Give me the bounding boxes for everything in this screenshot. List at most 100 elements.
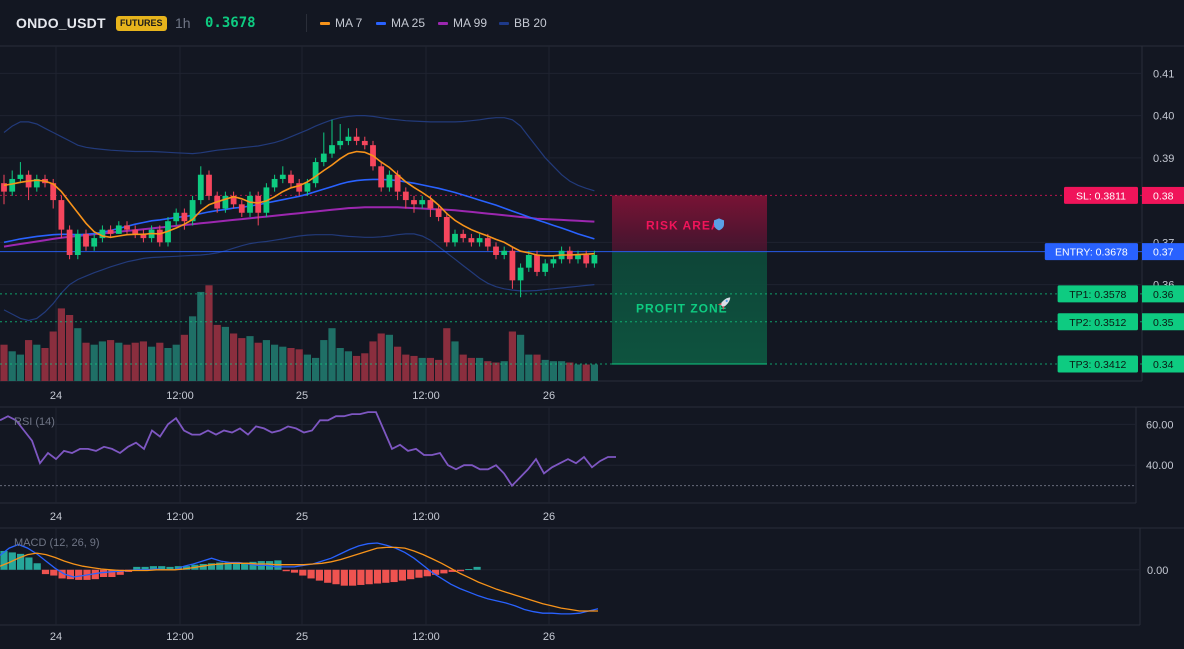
- level-tag-tp2[interactable]: TP2: 0.3512 0.35: [1057, 313, 1184, 331]
- candle-body[interactable]: [279, 174, 286, 179]
- level-tag-sl[interactable]: SL: 0.3811 0.38: [1064, 186, 1184, 204]
- main-time-axis[interactable]: 24 12:00 25 12:00 26: [50, 390, 555, 402]
- candle-body[interactable]: [345, 136, 352, 141]
- candle-body[interactable]: [304, 183, 311, 192]
- volume-bar: [312, 357, 320, 381]
- candle-body[interactable]: [99, 229, 106, 239]
- macd-hist-bar: [75, 569, 83, 580]
- timeframe-label[interactable]: 1h: [175, 15, 191, 31]
- candle-body[interactable]: [575, 255, 581, 260]
- candle-body[interactable]: [337, 140, 344, 146]
- candle-body[interactable]: [17, 174, 24, 179]
- candle-body[interactable]: [296, 183, 303, 192]
- candle-body[interactable]: [74, 233, 81, 256]
- candle-body[interactable]: [361, 140, 368, 146]
- time-tick-label: 12:00: [412, 631, 440, 643]
- candle-body[interactable]: [91, 238, 98, 247]
- candle-body[interactable]: [124, 225, 130, 230]
- candle-body[interactable]: [525, 255, 532, 268]
- macd-hist-bar: [448, 569, 456, 572]
- volume-bar: [8, 351, 16, 381]
- candle-body[interactable]: [329, 145, 335, 154]
- candle-body[interactable]: [255, 195, 262, 213]
- level-tag-tp1[interactable]: TP1: 0.3578 0.36: [1057, 285, 1184, 303]
- candle-body[interactable]: [443, 216, 450, 243]
- macd-time-axis[interactable]: 24 12:00 25 12:00 26: [50, 631, 555, 643]
- candle-body[interactable]: [115, 225, 122, 234]
- candle-body[interactable]: [509, 250, 516, 281]
- macd-hist-bar: [349, 569, 357, 586]
- legend-bb20[interactable]: BB 20: [499, 16, 547, 30]
- level-tag-label: ENTRY: 0.3678: [1055, 247, 1128, 259]
- candle-body[interactable]: [583, 255, 590, 264]
- candle-body[interactable]: [468, 238, 475, 243]
- candle-body[interactable]: [1, 183, 7, 192]
- candle-body[interactable]: [312, 162, 319, 184]
- candle-body[interactable]: [189, 200, 196, 222]
- candle-body[interactable]: [50, 183, 57, 201]
- macd-hist-bar: [108, 569, 116, 577]
- candle-body[interactable]: [534, 255, 540, 272]
- candle-body[interactable]: [181, 212, 188, 222]
- macd-hist-bar: [340, 569, 348, 586]
- candle-body[interactable]: [378, 166, 385, 188]
- main-pane[interactable]: [0, 46, 1142, 381]
- candle-body[interactable]: [247, 195, 253, 213]
- candle-body[interactable]: [132, 229, 139, 234]
- candle-body[interactable]: [140, 233, 147, 239]
- candle-body[interactable]: [493, 246, 499, 256]
- candle-body[interactable]: [66, 229, 73, 256]
- candle-body[interactable]: [107, 229, 114, 234]
- candle-body[interactable]: [9, 178, 16, 192]
- legend-ma7[interactable]: MA 7: [320, 16, 362, 30]
- candle-body[interactable]: [206, 174, 212, 196]
- candle-body[interactable]: [452, 233, 458, 243]
- candle-body[interactable]: [353, 136, 360, 141]
- candle-body[interactable]: [238, 204, 245, 213]
- volume-bar: [49, 331, 57, 381]
- candle-body[interactable]: [411, 200, 417, 205]
- symbol-name[interactable]: ONDO_USDT: [16, 15, 106, 31]
- candle-body[interactable]: [33, 178, 40, 188]
- volume-bar: [66, 315, 74, 381]
- candle-body[interactable]: [427, 200, 434, 209]
- legend-ma99[interactable]: MA 99: [438, 16, 487, 30]
- candle-body[interactable]: [550, 259, 557, 264]
- rsi-tick-label: 60.00: [1146, 419, 1174, 431]
- candle-body[interactable]: [591, 255, 598, 264]
- candle-body[interactable]: [386, 174, 393, 188]
- macd-hist-bar: [407, 569, 415, 580]
- candle-body[interactable]: [83, 233, 89, 247]
- candle-body[interactable]: [173, 212, 180, 222]
- candle-body[interactable]: [542, 263, 549, 272]
- candle-body[interactable]: [460, 233, 467, 239]
- candle-body[interactable]: [419, 200, 426, 205]
- legend-ma25[interactable]: MA 25: [376, 16, 425, 30]
- candle-body[interactable]: [517, 267, 524, 281]
- candle-body[interactable]: [484, 238, 491, 247]
- candle-body[interactable]: [58, 200, 65, 230]
- candle-body[interactable]: [402, 191, 409, 201]
- legend-ma25-label: MA 25: [391, 16, 426, 30]
- candle-body[interactable]: [435, 208, 442, 217]
- candle-body[interactable]: [230, 195, 237, 205]
- macd-hist-bar: [465, 569, 473, 571]
- volume-bar: [271, 344, 279, 381]
- candle-body[interactable]: [271, 178, 278, 188]
- rsi-time-axis[interactable]: 24 12:00 25 12:00 26: [50, 511, 555, 523]
- candle-body[interactable]: [501, 250, 508, 256]
- candle-body[interactable]: [394, 174, 401, 192]
- candle-body[interactable]: [288, 174, 294, 184]
- level-tag-entry[interactable]: ENTRY: 0.3678 0.37: [1044, 243, 1184, 261]
- candle-body[interactable]: [156, 229, 163, 243]
- candle-body[interactable]: [320, 153, 327, 163]
- volume-bar: [131, 342, 139, 381]
- level-tag-tp3[interactable]: TP3: 0.3412 0.34: [1057, 355, 1184, 373]
- rocket-body: [720, 297, 731, 308]
- candle-body[interactable]: [197, 174, 204, 201]
- candle-body[interactable]: [476, 238, 483, 243]
- volume-bar: [221, 326, 229, 381]
- candle-body[interactable]: [222, 195, 229, 209]
- bb-upper-line: [3, 115, 595, 192]
